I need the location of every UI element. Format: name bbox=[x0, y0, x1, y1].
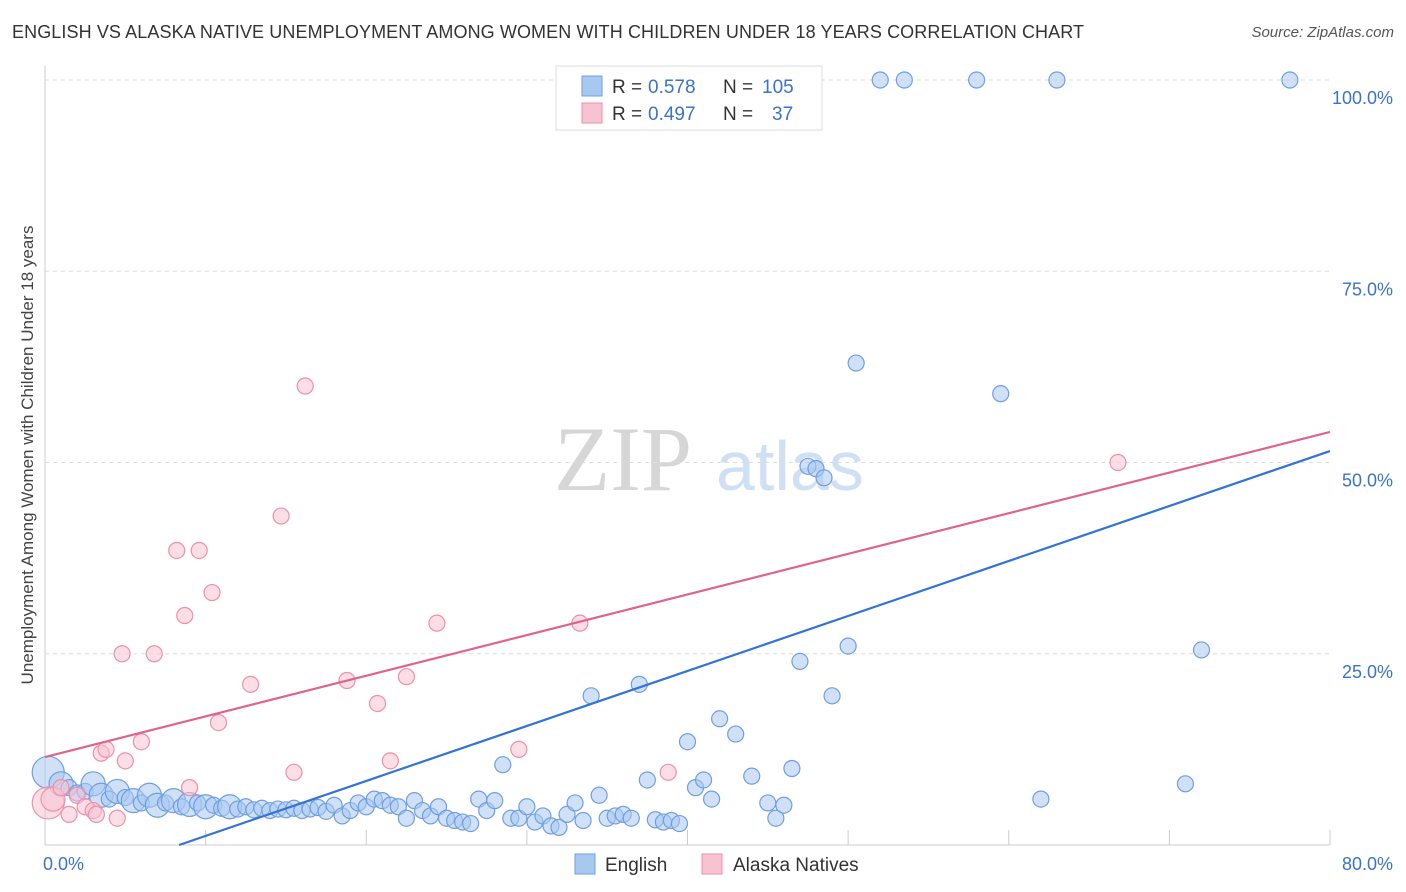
legend-alaska-r-value: 0.497 bbox=[648, 104, 696, 125]
english-point-90 bbox=[791, 652, 809, 671]
alaska-point-29 bbox=[428, 614, 446, 632]
english-points bbox=[31, 71, 1299, 837]
y-tick-label-100: 100.0% bbox=[1332, 88, 1393, 108]
x-tick-label-0: 0.0% bbox=[43, 854, 84, 874]
y-axis-label: Unemployment Among Women with Children U… bbox=[18, 226, 37, 685]
english-point-97 bbox=[871, 71, 889, 89]
y-tick-label-75: 75.0% bbox=[1342, 279, 1393, 299]
alaska-point-17 bbox=[180, 779, 199, 797]
english-point-93 bbox=[815, 469, 833, 487]
alaska-point-20 bbox=[209, 713, 228, 732]
alaska-point-15 bbox=[168, 541, 186, 560]
alaska-point-32 bbox=[659, 763, 677, 781]
legend-swatch-alaska bbox=[581, 102, 603, 124]
english-point-99 bbox=[968, 71, 986, 89]
english-point-86 bbox=[759, 794, 777, 812]
alaska-point-30 bbox=[510, 740, 528, 758]
legend-alaska-r-label: R = bbox=[612, 104, 642, 125]
english-point-55 bbox=[486, 792, 504, 810]
english-point-59 bbox=[518, 798, 536, 816]
alaska-point-12 bbox=[116, 752, 134, 770]
x-tick-label-80: 80.0% bbox=[1342, 854, 1393, 874]
english-point-81 bbox=[694, 771, 713, 789]
legend-alaska-n-value: 37 bbox=[772, 104, 793, 125]
alaska-point-3 bbox=[60, 805, 78, 824]
alaska-point-11 bbox=[113, 645, 131, 663]
english-point-88 bbox=[775, 796, 793, 814]
bottom-legend: English Alaska Natives bbox=[574, 853, 859, 876]
english-point-74 bbox=[638, 771, 656, 789]
alaska-point-22 bbox=[272, 507, 290, 525]
chart-title: ENGLISH VS ALASKA NATIVE UNEMPLOYMENT AM… bbox=[12, 22, 1085, 42]
english-point-72 bbox=[622, 809, 640, 827]
axes bbox=[44, 66, 1330, 846]
english-point-82 bbox=[702, 790, 721, 808]
english-point-89 bbox=[783, 759, 801, 778]
english-point-52 bbox=[462, 814, 480, 833]
english-point-101 bbox=[1032, 790, 1050, 808]
alaska-points bbox=[31, 377, 1127, 827]
alaska-point-16 bbox=[176, 606, 194, 625]
alaska-point-18 bbox=[190, 541, 208, 560]
y-tick-label-50: 50.0% bbox=[1342, 471, 1393, 491]
english-point-103 bbox=[1176, 775, 1195, 793]
alaska-point-27 bbox=[397, 668, 416, 686]
tick-labels: 25.0% 50.0% 75.0% 100.0% 0.0% 80.0% bbox=[43, 88, 1393, 874]
bottom-legend-swatch-alaska bbox=[701, 853, 723, 875]
english-point-105 bbox=[1281, 71, 1299, 89]
alaska-point-7 bbox=[87, 805, 106, 824]
legend-english-n-label: N = bbox=[723, 77, 753, 98]
bottom-legend-swatch-english bbox=[574, 853, 596, 875]
alaska-point-14 bbox=[145, 645, 163, 663]
english-point-56 bbox=[494, 756, 512, 774]
legend-english-r-label: R = bbox=[612, 77, 642, 98]
english-point-94 bbox=[823, 687, 841, 705]
bottom-legend-alaska: Alaska Natives bbox=[733, 855, 859, 876]
english-point-104 bbox=[1192, 641, 1211, 659]
watermark-atlas: atlas bbox=[716, 427, 864, 505]
watermark-zip: ZIP bbox=[554, 408, 692, 510]
legend-swatch-english bbox=[581, 75, 603, 97]
alaska-point-24 bbox=[296, 377, 314, 395]
alaska-point-19 bbox=[203, 583, 221, 602]
english-point-78 bbox=[670, 814, 689, 833]
english-point-68 bbox=[590, 786, 608, 804]
english-trend-line bbox=[178, 449, 1331, 847]
legend-alaska-n-label: N = bbox=[723, 104, 753, 125]
english-point-98 bbox=[895, 71, 913, 89]
english-point-83 bbox=[711, 710, 729, 728]
alaska-point-28 bbox=[381, 752, 399, 770]
alaska-point-26 bbox=[368, 694, 387, 713]
english-point-96 bbox=[847, 354, 865, 372]
english-point-84 bbox=[727, 725, 745, 743]
alaska-trend-line bbox=[44, 430, 1331, 759]
grid-lines bbox=[45, 79, 1331, 845]
english-point-102 bbox=[1048, 71, 1066, 89]
english-point-66 bbox=[574, 811, 592, 830]
alaska-point-21 bbox=[242, 675, 260, 693]
english-point-65 bbox=[566, 794, 584, 812]
chart-source: Source: ZipAtlas.com bbox=[1251, 24, 1394, 41]
alaska-point-10 bbox=[108, 809, 126, 827]
legend-english-n-value: 105 bbox=[762, 77, 794, 98]
trend-lines bbox=[44, 430, 1331, 847]
english-point-100 bbox=[992, 385, 1010, 403]
bottom-legend-english: English bbox=[605, 855, 667, 876]
english-point-87 bbox=[767, 809, 785, 827]
alaska-point-2 bbox=[52, 779, 70, 797]
english-point-95 bbox=[839, 637, 857, 655]
alaska-point-33 bbox=[1109, 453, 1127, 472]
english-point-44 bbox=[397, 809, 416, 827]
english-point-63 bbox=[550, 818, 568, 837]
alaska-point-13 bbox=[132, 733, 150, 751]
english-point-85 bbox=[743, 767, 761, 785]
legend-english-r-value: 0.578 bbox=[648, 77, 696, 98]
legend: R = 0.578 N = 105 R = 0.497 N = 37 bbox=[555, 65, 823, 131]
alaska-point-23 bbox=[285, 763, 303, 781]
english-point-79 bbox=[678, 733, 697, 751]
y-tick-label-25: 25.0% bbox=[1342, 662, 1393, 682]
